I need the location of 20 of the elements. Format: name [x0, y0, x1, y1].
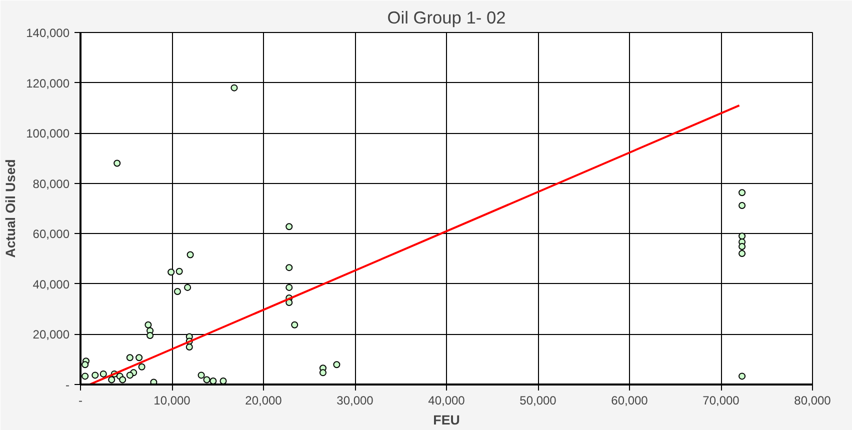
- x-tick-label: 80,000: [794, 394, 832, 408]
- y-tick-label: 120,000: [26, 76, 70, 90]
- x-tick-label: -: [78, 394, 82, 408]
- y-tick-label: 100,000: [26, 126, 70, 141]
- y-tick-label: 140,000: [26, 26, 70, 40]
- y-tick-label: 20,000: [32, 328, 70, 342]
- x-axis-title: FEU: [433, 412, 460, 428]
- x-tick-label: 70,000: [702, 394, 740, 408]
- y-tick-label: 40,000: [32, 277, 70, 292]
- y-axis-title: Actual Oil Used: [3, 159, 18, 258]
- x-tick-label: 30,000: [336, 394, 374, 408]
- x-tick-label: 10,000: [154, 394, 191, 408]
- y-tick-label: 60,000: [32, 227, 70, 242]
- x-tick-label: 40,000: [428, 394, 466, 408]
- chart-title: Oil Group 1- 02: [387, 8, 506, 28]
- x-tick-label: 50,000: [520, 394, 557, 408]
- y-tick-label: 80,000: [32, 176, 70, 191]
- x-tick-label: 60,000: [611, 394, 648, 408]
- x-tick-label: 20,000: [245, 394, 282, 408]
- y-tick-label: -: [66, 378, 70, 392]
